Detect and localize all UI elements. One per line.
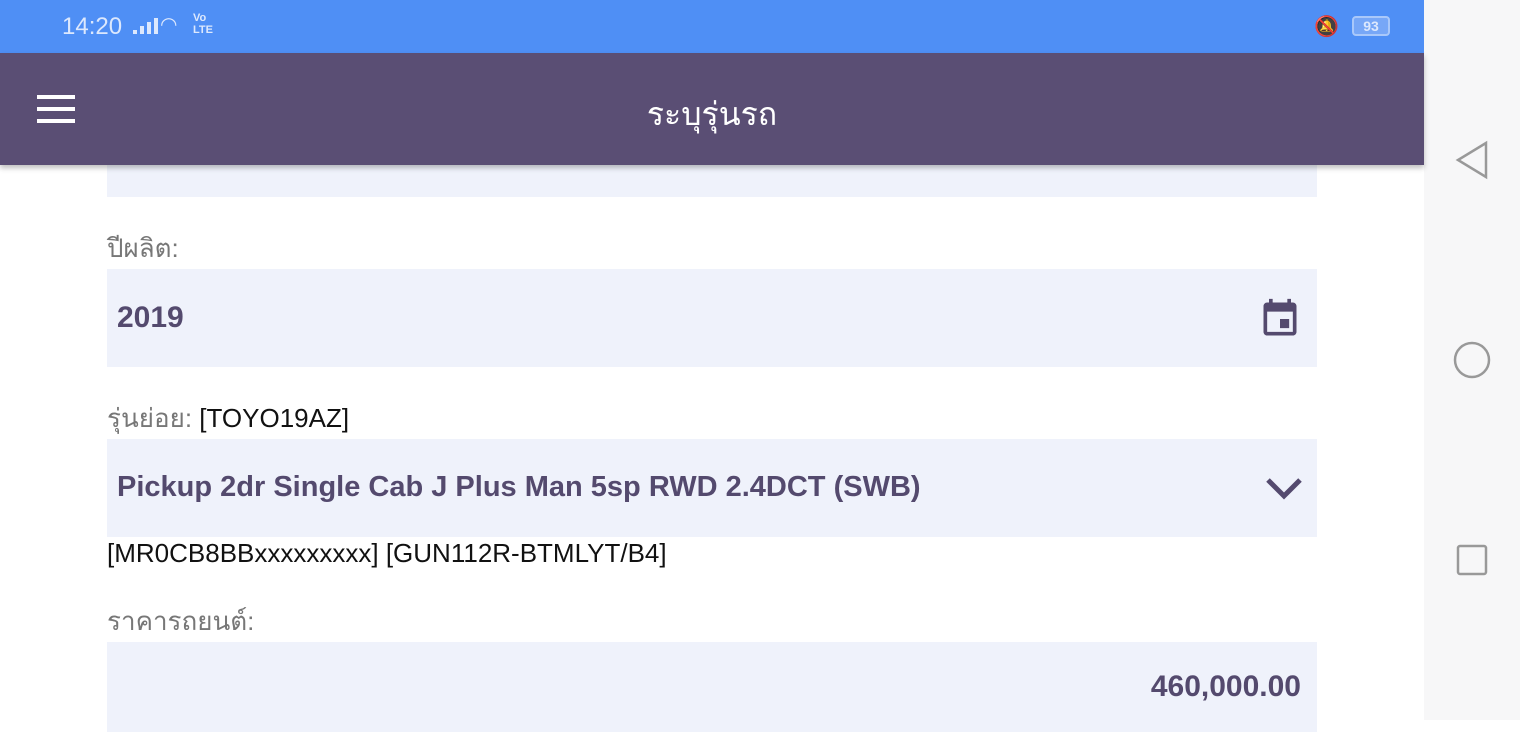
year-label: ปีผลิต:	[107, 233, 179, 263]
year-field[interactable]: 2019	[107, 269, 1317, 367]
navigation-bar	[1424, 0, 1520, 720]
back-icon[interactable]	[1454, 140, 1490, 180]
clock: 14:20	[62, 13, 123, 40]
status-bar: 14:20 ◠ Vo LTE 🔕 93	[0, 0, 1424, 53]
price-field[interactable]: 460,000.00	[107, 642, 1317, 732]
page-title: ระบุรุ่นรถ	[646, 96, 778, 132]
submodel-label-text: รุ่นย่อย:	[107, 403, 193, 433]
recents-icon[interactable]	[1456, 544, 1488, 576]
signal-icon	[133, 18, 158, 34]
year-value: 2019	[117, 301, 184, 334]
wifi-icon: ◠	[160, 14, 178, 36]
price-value: 460,000.00	[1150, 670, 1301, 703]
chevron-down-icon[interactable]	[1265, 475, 1303, 501]
submodel-value: Pickup 2dr Single Cab J Plus Man 5sp RWD…	[117, 471, 921, 503]
app-bar: ระบุรุ่นรถ	[0, 53, 1424, 165]
vibrate-icon: 🔕	[1314, 16, 1339, 38]
volte-icon: Vo LTE	[193, 12, 213, 36]
home-icon[interactable]	[1452, 340, 1492, 380]
price-label: ราคารถยนต์:	[107, 606, 255, 636]
submodel-detail: [MR0CB8BBxxxxxxxxx] [GUN112R-BTMLYT/B4]	[107, 538, 667, 568]
submodel-dropdown[interactable]: Pickup 2dr Single Cab J Plus Man 5sp RWD…	[107, 439, 1317, 537]
calendar-icon[interactable]	[1258, 297, 1302, 341]
battery-icon: 93	[1352, 16, 1390, 36]
submodel-label: รุ่นย่อย: [TOYO19AZ]	[107, 398, 349, 439]
submodel-code: [TOYO19AZ]	[199, 403, 350, 433]
hamburger-icon[interactable]	[37, 95, 75, 123]
